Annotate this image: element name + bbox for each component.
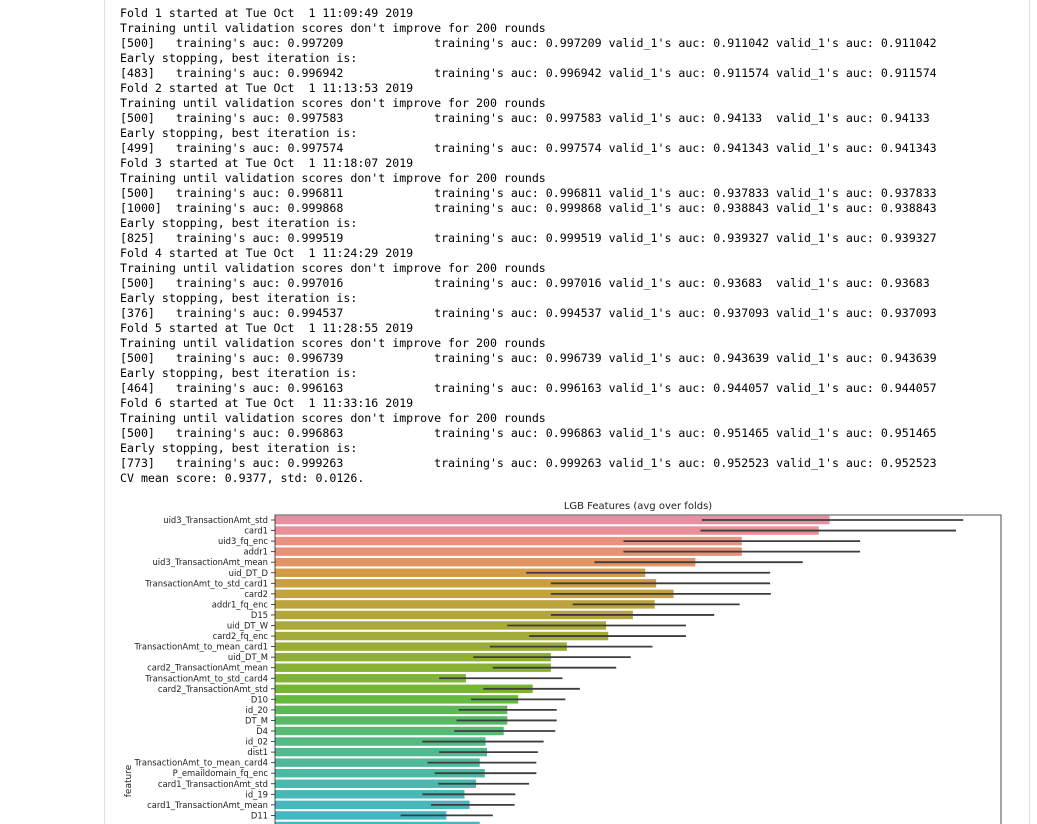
bar (275, 695, 519, 704)
y-tick-label: D10 (251, 694, 268, 704)
y-tick-label: uid_DT_M (228, 652, 268, 662)
bar (275, 589, 674, 599)
y-tick-label: uid_DT_D (229, 568, 268, 578)
notebook-cell-frame (104, 0, 1030, 824)
log-line: Early stopping, best iteration is: (120, 366, 358, 380)
y-tick-label: id_20 (246, 705, 269, 715)
bar (275, 621, 607, 630)
y-tick-label: TransactionAmt_to_std_card4 (144, 673, 268, 683)
y-tick-label: DT_M (245, 715, 268, 725)
log-line: Training until validation scores don't i… (120, 261, 546, 275)
log-line: Training until validation scores don't i… (120, 336, 546, 350)
log-line: Fold 6 started at Tue Oct 1 11:33:16 201… (120, 396, 414, 410)
log-line: Fold 1 started at Tue Oct 1 11:09:49 201… (120, 6, 414, 20)
log-line: [500] training's auc: 0.996863 training'… (120, 426, 937, 440)
bar (275, 642, 567, 651)
log-line: Training until validation scores don't i… (120, 21, 546, 35)
bar (275, 811, 447, 820)
bar (275, 526, 819, 535)
bar (275, 674, 466, 683)
bar (275, 768, 485, 778)
bar (275, 557, 696, 567)
y-tick-label: card2 (244, 589, 268, 599)
log-line: Training until validation scores don't i… (120, 96, 546, 110)
log-line: [500] training's auc: 0.996811 training'… (120, 186, 937, 200)
y-tick-label: D15 (251, 610, 268, 620)
log-line: Early stopping, best iteration is: (120, 441, 358, 455)
chart-title: LGB Features (avg over folds) (564, 501, 712, 512)
bar (275, 600, 655, 609)
log-line: [773] training's auc: 0.999263 training'… (120, 456, 937, 470)
y-tick-label: TransactionAmt_to_std_card1 (144, 578, 268, 588)
log-line: Early stopping, best iteration is: (120, 51, 358, 65)
log-line: Early stopping, best iteration is: (120, 126, 358, 140)
log-line: Fold 5 started at Tue Oct 1 11:28:55 201… (120, 321, 414, 335)
bar (275, 716, 508, 725)
output-log: Fold 1 started at Tue Oct 1 11:09:49 201… (120, 6, 937, 486)
y-tick-label: TransactionAmt_to_mean_card4 (134, 758, 268, 768)
bar (275, 568, 646, 577)
log-line: [464] training's auc: 0.996163 training'… (120, 381, 937, 395)
bar (275, 705, 508, 715)
log-line: [500] training's auc: 0.997016 training'… (120, 276, 930, 290)
y-tick-label: card2_fq_enc (213, 631, 269, 641)
plot-area (274, 514, 1002, 824)
log-line: Early stopping, best iteration is: (120, 291, 358, 305)
bar (275, 747, 487, 757)
y-tick-label: uid3_TransactionAmt_mean (153, 557, 269, 567)
bar (275, 515, 830, 525)
bar (275, 631, 609, 641)
log-line: [500] training's auc: 0.996739 training'… (120, 351, 937, 365)
bar (275, 726, 504, 736)
y-tick-label: D4 (256, 726, 268, 736)
bar (275, 547, 742, 556)
y-tick-label: card2_TransactionAmt_mean (147, 663, 268, 673)
log-line: [499] training's auc: 0.997574 training'… (120, 141, 937, 155)
bar (275, 579, 657, 588)
log-line: [825] training's auc: 0.999519 training'… (120, 231, 937, 245)
log-line: [500] training's auc: 0.997583 training'… (120, 111, 930, 125)
y-tick-label: addr1 (243, 547, 268, 557)
log-line: [1000] training's auc: 0.999868 training… (120, 201, 937, 215)
bar (275, 610, 633, 620)
bar (275, 821, 480, 824)
feature-importance-chart: LGB Features (avg over folds) uid3_Trans… (124, 501, 1002, 824)
bar (275, 737, 486, 746)
log-line: [500] training's auc: 0.997209 training'… (120, 36, 937, 50)
bar (275, 684, 533, 694)
bar (275, 536, 742, 546)
log-line: Training until validation scores don't i… (120, 171, 546, 185)
log-line: Early stopping, best iteration is: (120, 216, 358, 230)
y-tick-label: D11 (251, 810, 268, 820)
y-tick-label: card1_TransactionAmt_std (158, 779, 268, 789)
y-tick-label: TransactionAmt_to_mean_card1 (134, 642, 268, 652)
y-tick-label: addr1_fq_enc (212, 599, 269, 609)
y-tick-label: id_19 (246, 789, 269, 799)
bar (275, 800, 470, 810)
bar (275, 663, 551, 672)
y-tick-label: P_emaildomain_fq_enc (173, 768, 269, 778)
y-tick-label: card2_TransactionAmt_std (158, 684, 268, 694)
log-line: CV mean score: 0.9377, std: 0.0126. (120, 471, 365, 485)
y-tick-label: card1 (244, 526, 268, 536)
bar (275, 758, 480, 767)
y-tick-label: card1_TransactionAmt_mean (147, 800, 268, 810)
log-line: [483] training's auc: 0.996942 training'… (120, 66, 937, 80)
bar (275, 790, 465, 799)
y-tick-label: dist1 (247, 747, 268, 757)
y-tick-label: uid3_TransactionAmt_std (163, 515, 268, 525)
bar (275, 779, 477, 788)
y-axis-label: feature (124, 764, 134, 797)
log-line: Fold 4 started at Tue Oct 1 11:24:29 201… (120, 246, 414, 260)
log-line: Training until validation scores don't i… (120, 411, 546, 425)
y-tick-label: uid3_fq_enc (218, 536, 268, 546)
log-line: Fold 3 started at Tue Oct 1 11:18:07 201… (120, 156, 414, 170)
y-tick-label: uid_DT_W (227, 621, 268, 631)
y-tick-label: id_02 (246, 737, 269, 747)
log-line: Fold 2 started at Tue Oct 1 11:13:53 201… (120, 81, 414, 95)
bar (275, 652, 551, 662)
log-line: [376] training's auc: 0.994537 training'… (120, 306, 937, 320)
